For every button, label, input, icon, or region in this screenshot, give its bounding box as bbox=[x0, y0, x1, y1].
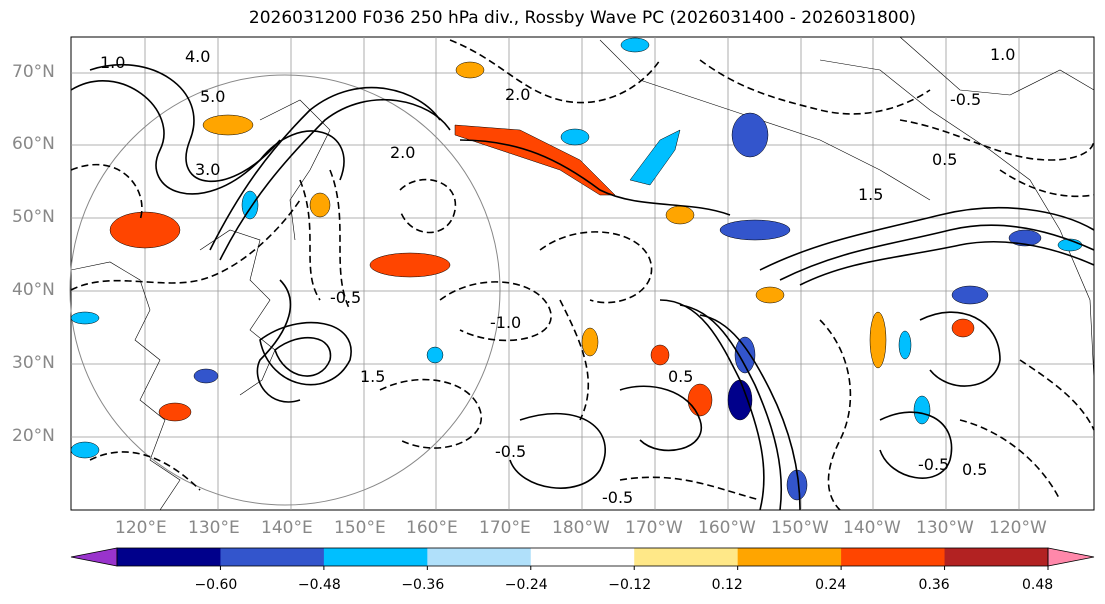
contour-label: 4.0 bbox=[185, 47, 210, 66]
contour-label: -0.5 bbox=[950, 90, 981, 109]
lon-label: 140°E bbox=[261, 518, 313, 538]
positive-blob bbox=[309, 192, 331, 218]
colorbar-swatch bbox=[737, 548, 842, 566]
lon-label: 130°E bbox=[188, 518, 240, 538]
pc-contours-solid bbox=[70, 64, 1095, 511]
colorbar-swatch bbox=[841, 548, 946, 566]
positive-blob bbox=[158, 402, 192, 422]
negative-blob bbox=[913, 395, 931, 425]
lon-label: 150°W bbox=[771, 518, 829, 538]
colorbar-swatch bbox=[220, 548, 325, 566]
lon-label: 180°W bbox=[552, 518, 610, 538]
lon-label: 120°E bbox=[115, 518, 167, 538]
colorbar-tick-label: 0.48 bbox=[1022, 577, 1054, 593]
lon-label: 170°E bbox=[479, 518, 531, 538]
contour-label: -1.0 bbox=[490, 313, 521, 332]
lon-label: 160°E bbox=[406, 518, 458, 538]
negative-blob bbox=[734, 336, 756, 374]
colorbar-tick-label: 0.12 bbox=[711, 577, 743, 593]
negative-blob bbox=[719, 219, 791, 241]
positive-blob bbox=[581, 327, 599, 357]
contour-label: 3.0 bbox=[195, 160, 220, 179]
projection-circle bbox=[69, 74, 501, 506]
map-frame bbox=[70, 36, 1095, 511]
pc-contours-dashed bbox=[70, 39, 1095, 511]
contour-label: 2.0 bbox=[390, 143, 415, 162]
colorbar-swatch bbox=[634, 548, 739, 566]
lon-label: 160°W bbox=[698, 518, 756, 538]
contour-label: -0.5 bbox=[602, 488, 633, 507]
lon-label: 170°W bbox=[625, 518, 683, 538]
positive-blob bbox=[951, 318, 975, 338]
negative-blob bbox=[731, 112, 769, 158]
colorbar-swatch bbox=[117, 548, 221, 566]
colorbar-tick-label: −0.48 bbox=[297, 577, 341, 593]
colorbar-tick-label: −0.60 bbox=[194, 577, 238, 593]
lat-label: 20°N bbox=[12, 426, 55, 446]
contour-label: -0.5 bbox=[918, 455, 949, 474]
colorbar-swatch bbox=[427, 548, 532, 566]
colorbar-swatch bbox=[530, 548, 635, 566]
contour-label: -0.5 bbox=[330, 288, 361, 307]
negative-blob bbox=[629, 129, 681, 186]
negative-blob bbox=[1008, 229, 1042, 247]
colorbar-extend-low bbox=[70, 547, 118, 567]
negative-blob bbox=[620, 37, 650, 53]
colorbar-outline bbox=[116, 547, 1049, 567]
colorbar-tick-label: −0.24 bbox=[504, 577, 548, 593]
contour-label: 5.0 bbox=[200, 87, 225, 106]
contour-label: 2.0 bbox=[505, 85, 530, 104]
negative-blob bbox=[426, 346, 444, 364]
lon-label: 130°W bbox=[916, 518, 974, 538]
contour-label: 0.5 bbox=[668, 367, 693, 386]
contour-label: 0.5 bbox=[932, 150, 957, 169]
map-title: 2026031200 F036 250 hPa div., Rossby Wav… bbox=[248, 8, 917, 28]
positive-blob bbox=[650, 344, 670, 366]
coastlines bbox=[70, 36, 1095, 511]
negative-blob bbox=[951, 285, 989, 305]
graticule bbox=[71, 37, 1094, 510]
negative-blob bbox=[898, 330, 912, 360]
lat-label: 50°N bbox=[12, 207, 55, 227]
divergence-shading bbox=[70, 37, 1083, 501]
lat-label: 60°N bbox=[12, 134, 55, 154]
positive-blob bbox=[369, 252, 451, 278]
negative-blob bbox=[70, 311, 100, 325]
positive-blob bbox=[109, 211, 181, 249]
contour-label: 1.5 bbox=[360, 367, 385, 386]
positive-blob bbox=[202, 114, 254, 136]
contour-label: -0.5 bbox=[495, 442, 526, 461]
lat-label: 70°N bbox=[12, 62, 55, 82]
positive-blob bbox=[869, 311, 887, 369]
negative-blob bbox=[560, 128, 590, 146]
positive-blob bbox=[687, 383, 713, 417]
positive-blob bbox=[755, 286, 785, 304]
positive-blob bbox=[665, 205, 695, 225]
colorbar-tick-label: −0.12 bbox=[608, 577, 652, 593]
colorbar-extend-high bbox=[1047, 547, 1095, 567]
lat-label: 40°N bbox=[12, 280, 55, 300]
lon-label: 150°E bbox=[334, 518, 386, 538]
colorbar-tick-label: −0.36 bbox=[401, 577, 445, 593]
colorbar-swatch bbox=[323, 548, 428, 566]
colorbar-swatch bbox=[944, 548, 1049, 566]
lat-label: 30°N bbox=[12, 353, 55, 373]
negative-blob bbox=[193, 368, 219, 384]
negative-blob bbox=[70, 441, 100, 459]
lon-label: 120°W bbox=[989, 518, 1047, 538]
contour-label: 1.5 bbox=[858, 185, 883, 204]
positive-blob bbox=[455, 61, 485, 79]
contour-label: 0.5 bbox=[962, 460, 987, 479]
colorbar-tick-label: 0.36 bbox=[918, 577, 950, 593]
contour-labels: 1.0 4.0 5.0 3.0 2.0 -0.5 0.5 1.5 -1.0 1.… bbox=[100, 45, 1015, 507]
contour-label: 1.0 bbox=[990, 45, 1015, 64]
contour-label: 1.0 bbox=[100, 53, 125, 72]
colorbar bbox=[70, 547, 1095, 570]
negative-blob bbox=[241, 190, 259, 220]
colorbar-tick-label: 0.24 bbox=[815, 577, 847, 593]
lon-label: 140°W bbox=[843, 518, 901, 538]
